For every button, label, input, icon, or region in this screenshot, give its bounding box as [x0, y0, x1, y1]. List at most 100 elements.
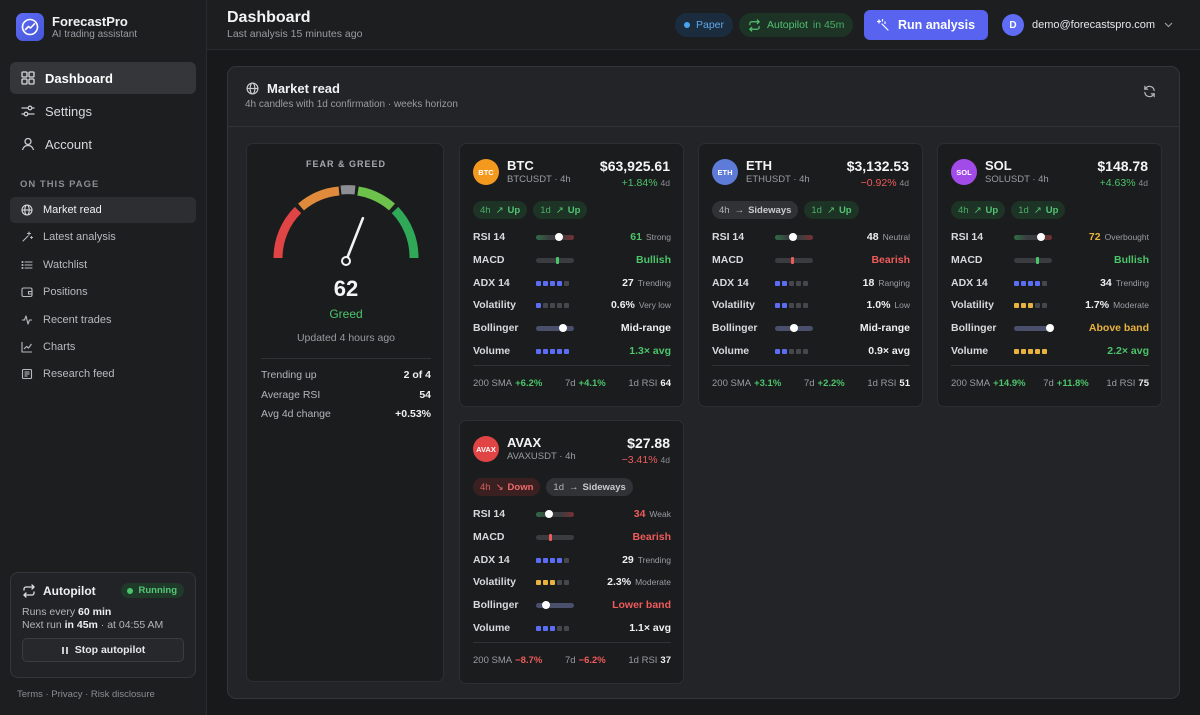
indicator-value: Mid-range — [859, 322, 910, 335]
coin-price: $148.78 — [1097, 158, 1148, 174]
list-icon — [21, 259, 33, 271]
sparkle-icon — [21, 231, 33, 243]
market-read-panel: Market read 4h candles with 1d confirmat… — [227, 66, 1180, 699]
strength-dot — [803, 348, 808, 354]
coin-logo-icon: ETH — [712, 159, 738, 185]
strength-dot — [1014, 280, 1019, 286]
coin-change: −3.41% 4d — [621, 454, 670, 466]
indicator-label: ADX 14 — [473, 553, 510, 566]
strength-dots — [536, 579, 576, 586]
footer-stat: 7d +11.8% — [1043, 378, 1089, 389]
coin-card-btc[interactable]: BTC BTC BTCUSDT · 4h $63,925.61 +1.84% 4d 4h ↗ U… — [459, 143, 684, 407]
coin-change: −0.92% 4d — [860, 177, 909, 189]
trend-tag: 1d → Sideways — [546, 478, 633, 496]
slider-knob — [555, 233, 564, 241]
subnav-item-positions[interactable]: Positions — [10, 279, 196, 305]
subnav-item-charts[interactable]: Charts — [10, 334, 196, 360]
subnav-item-watchlist[interactable]: Watchlist — [10, 252, 196, 278]
stop-autopilot-button[interactable]: Stop autopilot — [22, 638, 184, 662]
subnav-item-market-read[interactable]: Market read — [10, 197, 196, 223]
strength-dot — [557, 303, 562, 309]
coin-change: +1.84% 4d — [621, 177, 670, 189]
avatar: D — [1002, 14, 1024, 36]
trend-arrow-icon: ↗ — [826, 204, 835, 216]
stat-row: Avg 4d change +0.53% — [261, 408, 431, 428]
refresh-icon[interactable] — [1143, 85, 1157, 99]
strength-dot — [550, 348, 555, 354]
nav-item-account[interactable]: Account — [10, 128, 196, 160]
macd-tick — [555, 256, 559, 264]
trend-tags: 4h ↘ Down 1d → Sideways — [473, 478, 639, 496]
strength-dot — [775, 348, 780, 354]
slider-knob — [789, 233, 798, 241]
indicator-row: RSI 14 61 Strong — [473, 228, 671, 251]
footer-stat: 200 SMA +6.2% — [473, 378, 543, 389]
indicator-label: Volume — [473, 621, 511, 634]
trend-tag: 1d ↗ Up — [804, 201, 859, 219]
indicator-row: ADX 14 29 Trending — [473, 551, 671, 574]
page-subtitle: Last analysis 15 minutes ago — [227, 28, 363, 40]
footer-links[interactable]: Terms · Privacy · Risk disclosure — [17, 689, 155, 700]
slider-knob — [544, 510, 553, 518]
coin-card-sol[interactable]: SOL SOL SOLUSDT · 4h $148.78 +4.63% 4d 4h ↗ Up 1d… — [937, 143, 1162, 407]
autopilot-pill-label: Autopilot — [767, 19, 808, 31]
indicator-label: Bollinger — [712, 322, 758, 335]
indicator-value: Bearish — [871, 253, 910, 266]
indicator-row: ADX 14 27 Trending — [473, 274, 671, 297]
newspaper-icon — [21, 368, 33, 380]
nav-item-settings[interactable]: Settings — [10, 95, 196, 127]
sliders-icon — [21, 104, 35, 118]
strength-dots — [775, 280, 815, 286]
coin-card-avax[interactable]: AVAX AVAX AVAXUSDT · 4h $27.88 −3.41% 4d 4h ↘ Do… — [459, 420, 684, 684]
strength-dot — [796, 348, 801, 354]
trend-arrow-icon: → — [568, 481, 579, 493]
stat-value: 2 of 4 — [403, 369, 431, 381]
brand[interactable]: ForecastPro AI trading assistant — [16, 13, 137, 41]
autopilot-pill[interactable]: Autopilot in 45m — [739, 13, 854, 37]
sidebar: ForecastPro AI trading assistant Dashboa… — [0, 0, 207, 715]
coin-card-eth[interactable]: ETH ETH ETHUSDT · 4h $3,132.53 −0.92% 4d 4h → Si… — [698, 143, 923, 407]
band-knob — [790, 324, 798, 333]
trend-arrow-icon: ↘ — [495, 481, 504, 493]
indicator-row: Bollinger Lower band — [473, 596, 671, 619]
autopilot-card: Autopilot Running Runs every 60 min Next… — [10, 572, 196, 678]
coin-footer: 200 SMA +14.9% 7d +11.8% 1d RSI 75 — [951, 365, 1149, 395]
subnav-label: Charts — [43, 340, 76, 353]
indicator-label: Volume — [712, 344, 750, 357]
panel-header: Market read 4h candles with 1d confirmat… — [228, 67, 1179, 127]
strength-dot — [543, 303, 548, 309]
subnav-item-research-feed[interactable]: Research feed — [10, 361, 196, 387]
indicator-value: 61 Strong — [630, 231, 671, 243]
footer-stat: 7d +4.1% — [564, 378, 606, 389]
autopilot-interval: Runs every 60 min — [22, 606, 112, 618]
strength-dot — [803, 303, 808, 309]
strength-dot — [550, 625, 555, 631]
indicator-row: Bollinger Mid-range — [473, 319, 671, 342]
bollinger-band — [1014, 324, 1055, 333]
indicator-row: Volume 1.3× avg — [473, 342, 671, 365]
indicator-value: 1.1× avg — [629, 621, 671, 634]
paper-label: Paper — [696, 19, 725, 31]
subnav-item-latest-analysis[interactable]: Latest analysis — [10, 224, 196, 250]
status-dot-icon — [127, 587, 134, 594]
trend-tag: 1d ↗ Up — [1011, 201, 1066, 219]
paper-mode-badge[interactable]: Paper — [675, 13, 734, 37]
macd-gauge — [1014, 256, 1052, 264]
pause-icon — [61, 646, 69, 655]
indicator-rows: RSI 14 48 Neutral MACD Bearish ADX 14 18 Rangin… — [712, 228, 910, 365]
fear-greed-status: Greed — [329, 307, 363, 321]
footer-stat: 1d RSI 75 — [1106, 378, 1149, 389]
strength-dots — [536, 557, 576, 563]
autopilot-title: Autopilot — [43, 583, 96, 598]
subnav-item-recent-trades[interactable]: Recent trades — [10, 307, 196, 333]
autopilot-status: Running — [138, 585, 177, 596]
indicator-label: RSI 14 — [473, 508, 506, 520]
footer-stat: 200 SMA +14.9% — [951, 378, 1026, 389]
stat-value: 54 — [419, 388, 431, 401]
run-analysis-label: Run analysis — [897, 18, 976, 32]
user-menu[interactable]: D demo@forecastspro.com — [1002, 14, 1173, 36]
strength-dot — [536, 625, 541, 631]
trend-tag: 4h ↗ Up — [951, 201, 1006, 219]
nav-item-dashboard[interactable]: Dashboard — [10, 62, 196, 94]
run-analysis-button[interactable]: Run analysis — [864, 10, 988, 40]
